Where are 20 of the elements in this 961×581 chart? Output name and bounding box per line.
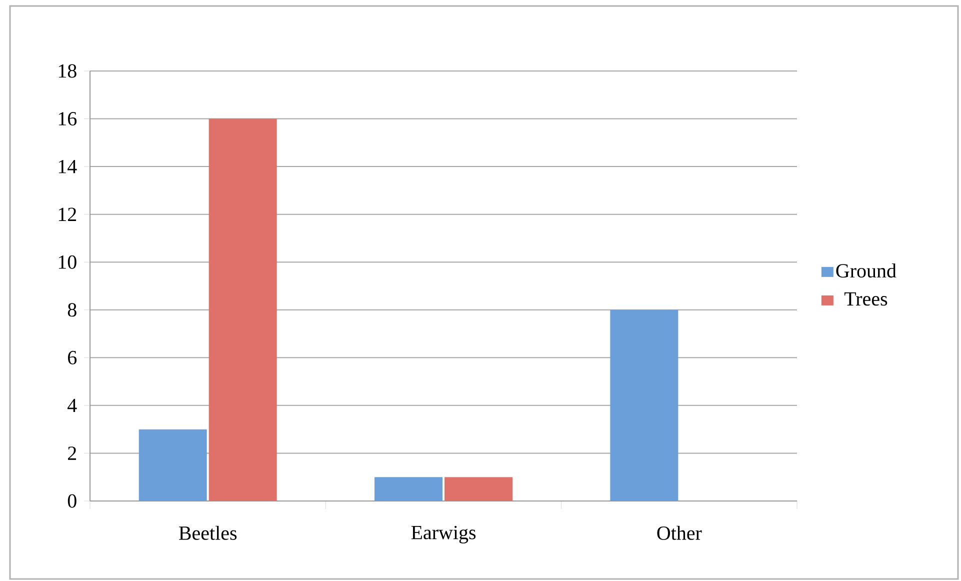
y-tick-label: 10 [58, 255, 76, 269]
bar [610, 310, 678, 501]
x-tick-label: Other [657, 526, 702, 540]
y-tick-label: 4 [68, 398, 77, 412]
y-tick-label: 14 [58, 160, 77, 174]
legend-label: Ground [836, 264, 896, 278]
x-tick-label: Earwigs [411, 526, 476, 544]
y-tick-label: 6 [68, 350, 77, 364]
x-tick-label: Beetles [178, 526, 237, 540]
y-tick-label: 2 [68, 446, 76, 460]
y-tick-label: 0 [68, 494, 76, 508]
bar [374, 477, 443, 501]
bar [444, 477, 513, 501]
bar [208, 118, 277, 501]
y-tick-label: 8 [68, 303, 76, 317]
legend-label: Trees [844, 292, 888, 306]
y-tick-label: 12 [58, 208, 76, 221]
y-tick-label: 16 [58, 112, 77, 126]
y-tick-label: 18 [58, 64, 76, 78]
bar [138, 429, 207, 501]
